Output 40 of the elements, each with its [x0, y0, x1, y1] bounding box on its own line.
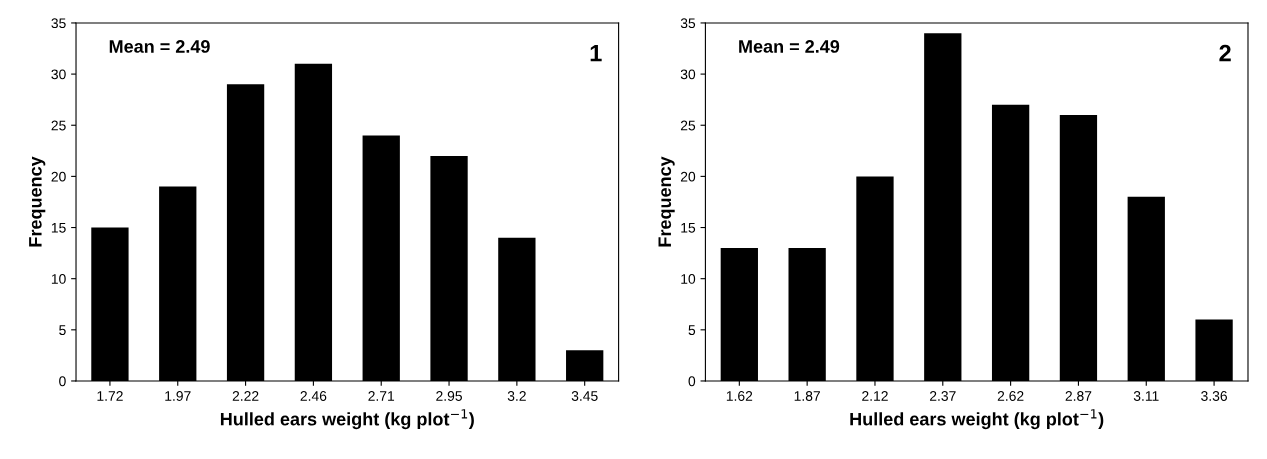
y-tick-label: 20: [51, 171, 66, 182]
y-tick-label: 10: [681, 274, 696, 284]
x-tick-label: 3.11: [1133, 391, 1159, 401]
y-tick-label: 30: [680, 69, 696, 80]
x-axis-title: Hulled ears weight (kg plot$^{−1}$): [220, 409, 474, 430]
x-tick-label: 1.62: [726, 391, 753, 401]
x-tick-label: 1.72: [97, 391, 123, 401]
y-tick-label: 0: [59, 376, 66, 387]
x-tick-label: 2.12: [862, 391, 888, 401]
y-tick-label: 35: [680, 18, 696, 29]
y-tick-label: 15: [51, 223, 66, 233]
y-tick-label: 25: [51, 120, 66, 131]
annotation: Mean = 2.49: [109, 40, 210, 53]
y-tick-label: 5: [688, 325, 696, 335]
y-tick-label: 15: [681, 223, 696, 233]
annotation: 2: [1219, 44, 1231, 62]
y-axis-title: Frequency: [29, 156, 46, 247]
x-tick-label: 2.22: [232, 391, 259, 401]
x-tick-label: 3.2: [507, 391, 526, 401]
x-tick-label: 2.62: [997, 391, 1024, 401]
annotation: 1: [590, 45, 602, 62]
y-tick-label: 35: [51, 18, 66, 29]
x-tick-label: 3.36: [1201, 391, 1227, 401]
x-tick-label: 2.87: [1065, 391, 1092, 401]
y-tick-label: 5: [59, 325, 66, 335]
x-tick-label: 2.37: [929, 391, 956, 401]
y-tick-label: 30: [51, 69, 66, 80]
x-tick-label: 2.95: [436, 391, 462, 401]
y-axis-title: Frequency: [658, 156, 675, 247]
y-tick-label: 20: [680, 171, 696, 182]
annotation: Mean = 2.49: [739, 40, 840, 53]
x-tick-label: 2.71: [368, 391, 395, 401]
x-tick-label: 1.97: [165, 391, 191, 401]
x-axis-title: Hulled ears weight (kg plot$^{−1}$): [850, 409, 1104, 430]
x-tick-label: 2.46: [300, 391, 327, 401]
x-tick-label: 1.87: [794, 391, 820, 401]
y-tick-label: 10: [51, 274, 66, 284]
y-tick-label: 0: [688, 376, 696, 387]
x-tick-label: 3.45: [571, 391, 598, 401]
y-tick-label: 25: [680, 120, 696, 131]
